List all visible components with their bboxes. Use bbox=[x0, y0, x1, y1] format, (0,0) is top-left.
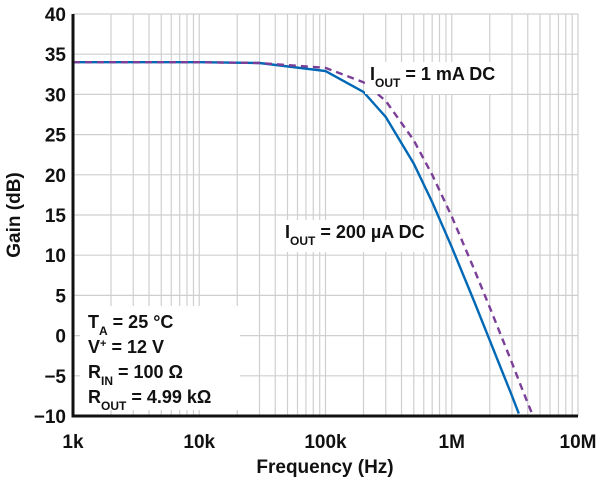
condition-label-4: ROUT = 4.99 kΩ bbox=[88, 387, 211, 413]
label-rest: = 25 °C bbox=[108, 312, 174, 332]
y-tick-label: 5 bbox=[55, 286, 66, 307]
legend-label-1ma-background bbox=[365, 62, 501, 94]
label-main: I bbox=[370, 64, 375, 84]
legend-label-200ua: IOUT = 200 µA DC bbox=[280, 220, 430, 252]
label-main: I bbox=[285, 222, 290, 242]
label-main: R bbox=[88, 362, 101, 382]
series-line-2 bbox=[73, 61, 533, 414]
label-rest: = 200 µA DC bbox=[315, 222, 424, 242]
label-rest: = 1 mA DC bbox=[400, 64, 495, 84]
y-tick-label: −5 bbox=[44, 367, 66, 388]
legend-label-1ma: IOUT = 1 mA DC bbox=[365, 62, 501, 94]
condition-label-1: TA = 25 °C bbox=[88, 312, 173, 338]
legend-label-200ua-text: IOUT = 200 µA DC bbox=[285, 222, 425, 248]
conditions-background bbox=[80, 306, 240, 410]
y-axis-label: Gain (dB) bbox=[4, 172, 25, 258]
label-main: R bbox=[88, 387, 101, 407]
condition-label-4-text: ROUT = 4.99 kΩ bbox=[88, 387, 211, 413]
y-tick-label: 15 bbox=[45, 206, 67, 227]
condition-label-2-text: V+ = 12 V bbox=[88, 337, 164, 357]
legend-label-1ma-text: IOUT = 1 mA DC bbox=[370, 64, 495, 90]
label-rest: = 4.99 kΩ bbox=[126, 387, 211, 407]
label-sup: + bbox=[100, 338, 106, 350]
y-tick-label: 30 bbox=[45, 85, 66, 106]
y-tick-label: −10 bbox=[34, 407, 66, 428]
label-main: V bbox=[88, 337, 100, 357]
x-tick-label: 1k bbox=[62, 432, 84, 453]
label-sub: IN bbox=[101, 374, 113, 388]
label-rest: = 100 Ω bbox=[113, 362, 183, 382]
condition-label-3-text: RIN = 100 Ω bbox=[88, 362, 183, 388]
label-sub: OUT bbox=[375, 76, 401, 90]
y-tick-label: 25 bbox=[45, 126, 67, 147]
x-tick-label: 100k bbox=[304, 432, 347, 453]
label-main: T bbox=[88, 312, 99, 332]
x-tick-label: 10k bbox=[183, 432, 215, 453]
axes: 40 35 30 25 20 15 10 5 0 −5 −10 1k 10k 100k 1M 10M bbox=[34, 5, 597, 453]
x-tick-label: 1M bbox=[439, 432, 465, 453]
label-sub: OUT bbox=[290, 234, 316, 248]
condition-label-1-text: TA = 25 °C bbox=[88, 312, 173, 338]
label-sub: OUT bbox=[101, 399, 127, 413]
condition-label-3: RIN = 100 Ω bbox=[88, 362, 183, 388]
x-tick-label: 10M bbox=[560, 432, 597, 453]
x-axis-label: Frequency (Hz) bbox=[256, 457, 393, 478]
label-sub: A bbox=[99, 324, 108, 338]
y-tick-label: 40 bbox=[45, 5, 66, 26]
y-tick-label: 0 bbox=[55, 327, 66, 348]
y-tick-label: 20 bbox=[45, 166, 66, 187]
y-tick-label: 35 bbox=[45, 45, 67, 66]
legend-label-200ua-background bbox=[280, 220, 430, 252]
condition-label-2: V+ = 12 V bbox=[88, 337, 164, 357]
curves bbox=[73, 61, 533, 415]
label-rest: = 12 V bbox=[106, 337, 164, 357]
y-tick-label: 10 bbox=[45, 246, 66, 267]
